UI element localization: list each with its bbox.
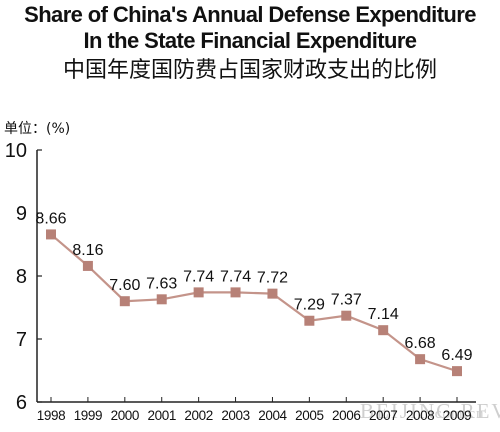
data-label: 7.29 bbox=[294, 297, 325, 314]
data-point-marker bbox=[193, 287, 204, 298]
y-tick-label: 7 bbox=[16, 329, 27, 351]
chart-axes: 6 7 8 9 10 1998 1999 2000 2001 2002 2003 2004 2005 20… bbox=[5, 140, 476, 423]
data-point-marker bbox=[452, 366, 462, 377]
x-tick-label: 2002 bbox=[184, 408, 212, 423]
data-label: 7.37 bbox=[331, 292, 362, 309]
x-tick-label: 2004 bbox=[258, 408, 287, 423]
watermark-url: .com.cn bbox=[430, 406, 484, 422]
data-label: 7.63 bbox=[146, 275, 177, 292]
x-tick-label: 1998 bbox=[37, 408, 65, 423]
data-label: 6.49 bbox=[441, 347, 472, 364]
chart-title-english-line1: Share of China's Annual Defense Expendit… bbox=[24, 2, 476, 27]
x-tick-label: 2009 bbox=[443, 408, 471, 423]
data-point-marker bbox=[230, 287, 241, 298]
data-label: 7.60 bbox=[109, 277, 140, 294]
data-point-marker bbox=[156, 294, 167, 305]
data-point-marker bbox=[46, 229, 56, 240]
y-tick-label: 8 bbox=[16, 266, 27, 288]
y-axis-unit-label: 单位：(%) bbox=[4, 121, 71, 137]
data-point-marker bbox=[378, 325, 389, 336]
x-tick-label: 2006 bbox=[332, 408, 360, 423]
data-point-marker bbox=[82, 260, 93, 271]
x-tick-label: 1999 bbox=[74, 408, 102, 423]
data-point-marker bbox=[267, 288, 278, 299]
series-line bbox=[50, 233, 458, 373]
chart-series: 8.66 8.16 7.60 7.63 7.74 7.74 7.72 7.29 7.37 7.14… bbox=[35, 210, 473, 377]
data-point-marker bbox=[119, 296, 130, 307]
watermark-text: BEIJING REVIEW bbox=[360, 399, 500, 423]
x-tick-label: 2001 bbox=[148, 408, 176, 423]
data-label: 8.66 bbox=[35, 210, 66, 227]
data-label: 6.68 bbox=[405, 335, 436, 352]
x-tick-label: 2003 bbox=[221, 408, 249, 423]
x-tick-label: 2008 bbox=[406, 408, 434, 423]
data-label: 7.74 bbox=[220, 268, 251, 285]
y-tick-label: 6 bbox=[16, 392, 27, 414]
data-label: 8.16 bbox=[72, 242, 103, 259]
x-tick-label: 2000 bbox=[111, 408, 139, 423]
chart-title-chinese: 中国年度国防费占国家财政支出的比例 bbox=[62, 58, 437, 83]
data-point-marker bbox=[341, 310, 352, 321]
y-tick-label: 10 bbox=[5, 140, 27, 162]
x-tick-label: 2005 bbox=[295, 408, 323, 423]
data-point-marker bbox=[304, 315, 315, 326]
data-label: 7.72 bbox=[257, 270, 288, 287]
data-label: 7.14 bbox=[368, 306, 399, 323]
data-point-marker bbox=[415, 354, 426, 365]
chart-title-english-line2: In the State Financial Expenditure bbox=[83, 28, 417, 53]
y-tick-label: 9 bbox=[16, 203, 27, 225]
data-label: 7.74 bbox=[183, 268, 214, 285]
chart-title-block: Share of China's Annual Defense Expendit… bbox=[0, 2, 500, 86]
x-tick-label: 2007 bbox=[369, 408, 397, 423]
